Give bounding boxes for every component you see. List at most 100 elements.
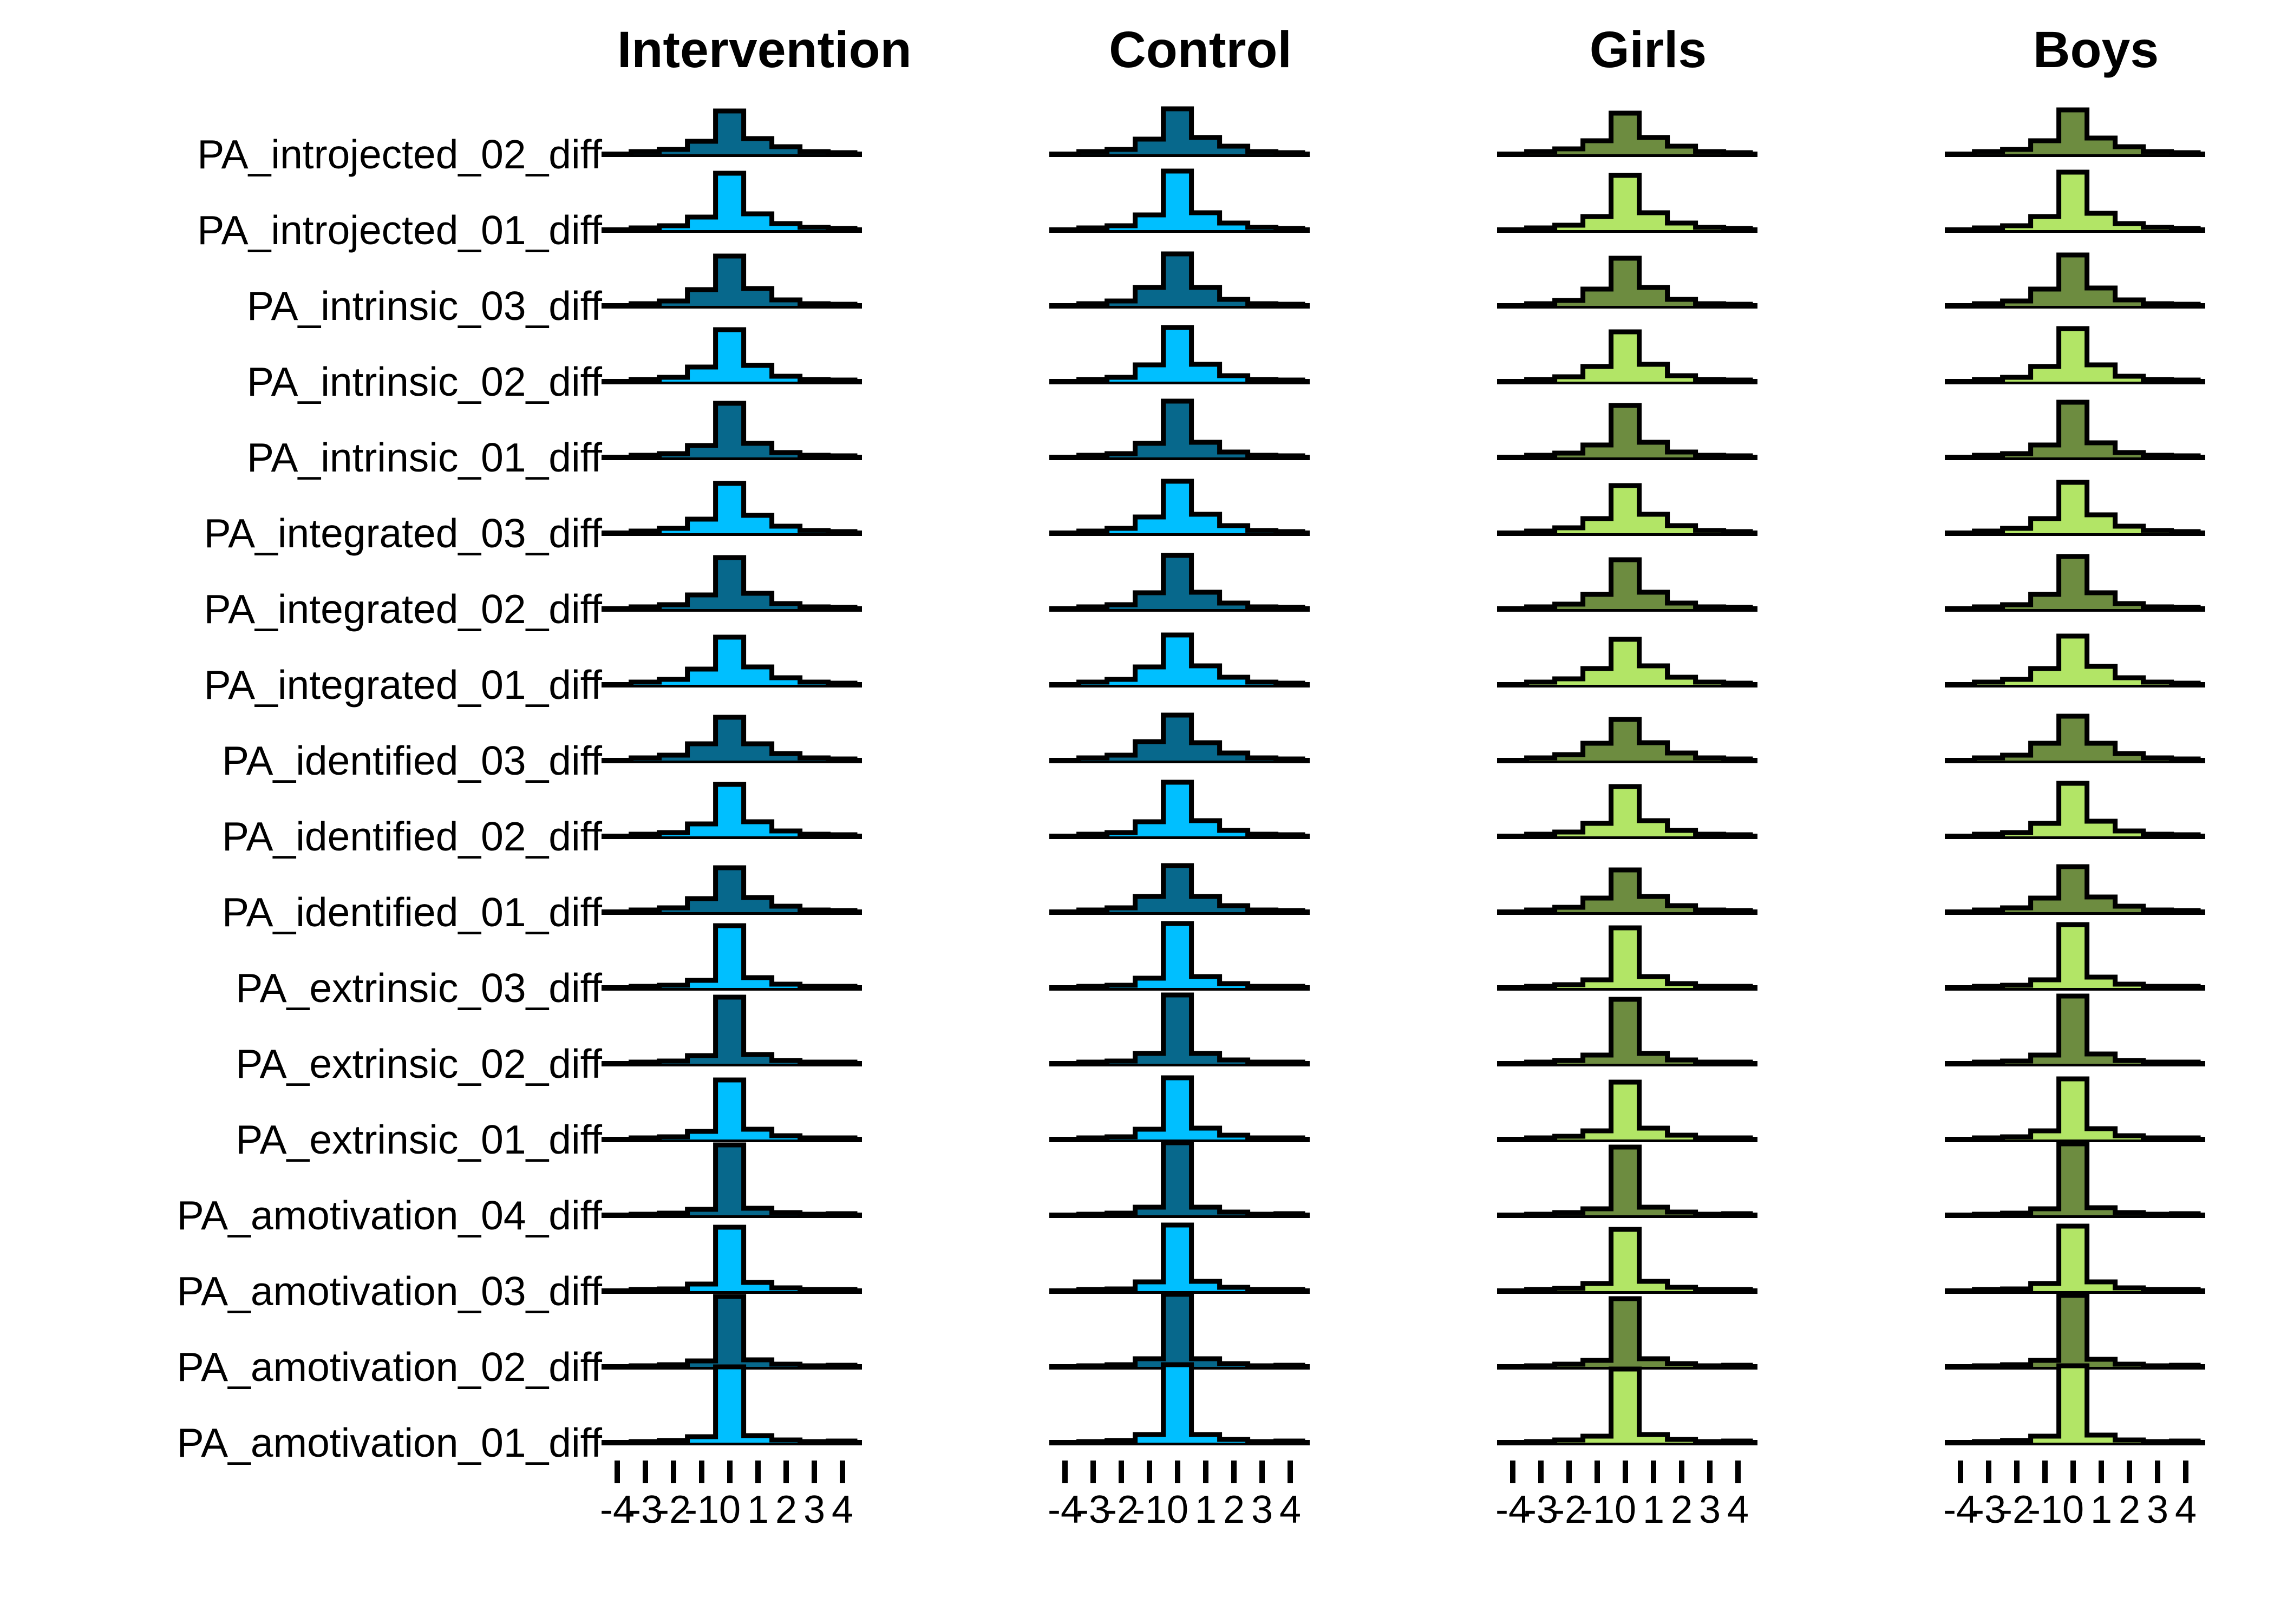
- histogram-intervention-row-8: [602, 634, 862, 687]
- histogram-girls-row-14: [1497, 1079, 1758, 1142]
- axis-tick-label: 1: [1194, 1488, 1217, 1531]
- histogram-shape: [1497, 784, 1758, 839]
- histogram-boys-row-16: [1945, 1223, 2206, 1294]
- axis-tick-label: -4: [1495, 1488, 1531, 1531]
- histogram-shape: [1497, 110, 1758, 157]
- histogram-control-row-5: [1049, 398, 1310, 460]
- row-label: PA_identified_02_diff: [222, 814, 602, 859]
- histogram-shape: [1945, 252, 2206, 309]
- histogram-girls-row-16: [1497, 1227, 1758, 1294]
- axis-tick: [1651, 1461, 1656, 1483]
- histogram-shape: [1945, 1363, 2206, 1445]
- axis-tick-label: 3: [2146, 1488, 2169, 1531]
- histogram-control-row-7: [1049, 553, 1310, 612]
- histogram-shape: [1497, 329, 1758, 384]
- axis-tick: [1231, 1461, 1237, 1483]
- histogram-shape: [1049, 632, 1310, 687]
- histogram-boys-row-6: [1945, 480, 2206, 536]
- histogram-shape: [1497, 925, 1758, 991]
- histogram-shape: [1945, 993, 2206, 1066]
- histogram-girls-row-11: [1497, 867, 1758, 915]
- row-label: PA_identified_01_diff: [222, 889, 602, 935]
- histogram-shape: [1945, 169, 2206, 233]
- axis-tick-label: -3: [1523, 1488, 1559, 1531]
- axis-tick-label: 3: [1698, 1488, 1721, 1531]
- axis-tick: [1623, 1461, 1628, 1483]
- histogram-shape: [602, 108, 862, 157]
- histogram-control-row-14: [1049, 1075, 1310, 1142]
- axis-tick-label: -4: [1943, 1488, 1978, 1531]
- histogram-shape: [602, 253, 862, 309]
- histogram-boys-row-8: [1945, 633, 2206, 687]
- column-header-intervention: Intervention: [617, 21, 912, 78]
- histogram-intervention-row-4: [602, 327, 862, 384]
- histogram-shape: [1049, 479, 1310, 536]
- axis-tick: [1595, 1461, 1600, 1483]
- histogram-shape: [602, 1364, 862, 1445]
- histogram-girls-row-4: [1497, 329, 1758, 384]
- row-label: PA_introjected_02_diff: [197, 132, 602, 177]
- histogram-shape: [1497, 256, 1758, 309]
- axis-tick-label: 2: [1670, 1488, 1693, 1531]
- histogram-shape: [1497, 997, 1758, 1066]
- histogram-intervention-row-2: [602, 171, 862, 233]
- histogram-shape: [1945, 922, 2206, 991]
- histogram-girls-row-12: [1497, 925, 1758, 991]
- row-label: PA_extrinsic_03_diff: [236, 965, 602, 1011]
- axis-tick-label: 0: [1166, 1488, 1189, 1531]
- histogram-boys-row-10: [1945, 781, 2206, 839]
- histogram-shape: [1049, 1292, 1310, 1370]
- axis-tick-label: 0: [2062, 1488, 2084, 1531]
- histogram-intervention-row-14: [602, 1077, 862, 1142]
- histogram-shape: [602, 1294, 862, 1370]
- histogram-shape: [602, 865, 862, 915]
- axis-tick-label: 2: [775, 1488, 798, 1531]
- row-label: PA_extrinsic_02_diff: [236, 1041, 602, 1086]
- histogram-boys-row-4: [1945, 326, 2206, 384]
- histogram-shape: [1049, 1140, 1310, 1218]
- histogram-boys-row-15: [1945, 1141, 2206, 1218]
- histogram-shape: [1497, 717, 1758, 763]
- histogram-control-row-3: [1049, 251, 1310, 309]
- histogram-intervention-row-16: [602, 1224, 862, 1294]
- histogram-girls-row-1: [1497, 110, 1758, 157]
- axis-tick: [615, 1461, 620, 1483]
- histogram-shape: [1049, 992, 1310, 1066]
- row-label: PA_intrinsic_03_diff: [247, 283, 602, 329]
- histogram-shape: [1497, 1079, 1758, 1142]
- histogram-girls-row-7: [1497, 557, 1758, 612]
- row-label: PA_amotivation_04_diff: [177, 1193, 602, 1238]
- histogram-control-row-15: [1049, 1140, 1310, 1218]
- histogram-boys-row-13: [1945, 993, 2206, 1066]
- axis-tick-label: -2: [1551, 1488, 1587, 1531]
- histogram-girls-row-13: [1497, 997, 1758, 1066]
- histogram-shape: [1497, 867, 1758, 915]
- histogram-boys-row-7: [1945, 554, 2206, 612]
- histogram-shape: [1497, 1144, 1758, 1218]
- histogram-boys-row-1: [1945, 107, 2206, 157]
- histogram-control-row-4: [1049, 325, 1310, 384]
- axis-tick: [1986, 1461, 1991, 1483]
- histogram-girls-row-6: [1497, 483, 1758, 536]
- histogram-shape: [602, 1142, 862, 1218]
- histogram-shape: [1945, 1141, 2206, 1218]
- histogram-control-row-10: [1049, 780, 1310, 839]
- histogram-boys-row-9: [1945, 713, 2206, 763]
- axis-tick-label: -1: [1132, 1488, 1167, 1531]
- histogram-shape: [1945, 326, 2206, 384]
- histogram-shape: [1497, 1227, 1758, 1294]
- histogram-boys-row-11: [1945, 864, 2206, 915]
- column-header-girls: Girls: [1589, 21, 1707, 78]
- axis-tick-label: 2: [2118, 1488, 2141, 1531]
- axis-tick-label: 4: [831, 1488, 854, 1531]
- column-header-control: Control: [1109, 21, 1292, 78]
- histogram-shape: [1049, 780, 1310, 839]
- histogram-shape: [1945, 554, 2206, 612]
- histogram-control-row-9: [1049, 712, 1310, 763]
- axis-tick: [2014, 1461, 2020, 1483]
- axis-tick: [2042, 1461, 2048, 1483]
- histogram-shape: [602, 923, 862, 991]
- axis-tick-label: -4: [599, 1488, 635, 1531]
- histogram-boys-row-3: [1945, 252, 2206, 309]
- histogram-shape: [602, 1224, 862, 1294]
